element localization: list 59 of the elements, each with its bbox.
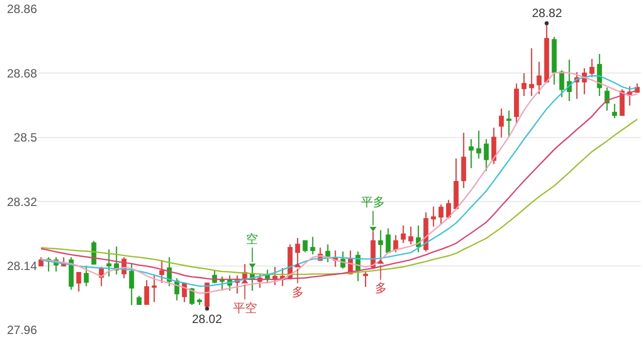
candlestick [106,248,112,278]
candlestick [514,82,519,124]
candlestick [454,158,459,210]
candlestick [386,228,391,253]
candlestick [136,295,142,306]
candlestick [559,70,564,98]
candlestick [129,263,134,306]
candlestick [522,72,526,97]
candlestick [506,110,512,138]
candlestick [408,226,414,245]
candlestick [536,61,542,95]
candlestick [393,234,398,253]
y-tick-label: 28.32 [6,194,38,209]
candlestick [400,224,406,244]
data-label: 多 [375,281,387,295]
candlestick [491,127,496,165]
data-label: 28.02 [192,312,222,326]
candlestick [38,256,44,266]
candlestick [468,138,474,169]
point [205,306,210,311]
y-tick-label: 28.5 [14,130,38,145]
data-label: 28.82 [532,6,562,20]
point [544,21,549,26]
candlestick [144,279,150,305]
candlestick [190,287,194,306]
candlestick [544,22,550,82]
candlestick [590,58,594,78]
candlestick [552,36,557,86]
y-tick-label: 27.96 [6,323,38,338]
candlestick [84,265,89,287]
candlestick [484,138,489,172]
data-label: 多 [292,285,304,299]
candlestick [476,130,482,160]
y-tick-label: 28.86 [6,2,38,16]
candlestick [159,259,164,284]
candlestick [529,48,534,97]
candlestick [498,108,504,138]
candlestick [446,199,451,220]
candlestick [612,103,618,119]
y-tick-label: 28.14 [6,259,38,273]
candlestick [566,59,572,102]
candlestick [431,206,436,228]
candlestick [310,236,316,255]
data-label: 平空 [233,301,257,315]
data-label: 平多 [361,195,385,209]
candlestick [152,274,157,303]
candlestick [220,276,225,292]
line-series [40,118,638,276]
y-tick-label: 28.68 [6,66,38,80]
candlestick [423,212,428,252]
candlestick [438,204,444,226]
candlestick [197,298,202,306]
candlestick [302,240,308,253]
candlestick [363,270,368,288]
data-label: 空 [246,232,258,246]
candlestick [461,132,466,189]
candlestick [325,244,330,263]
candlestick [76,272,82,292]
candlestick [597,53,602,97]
